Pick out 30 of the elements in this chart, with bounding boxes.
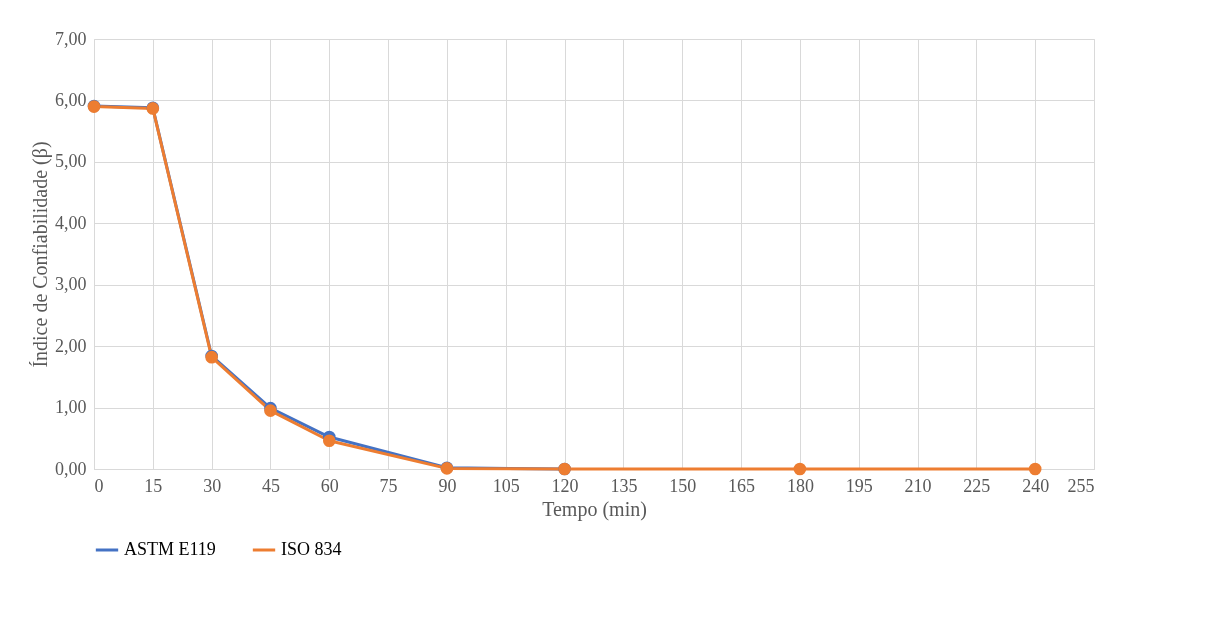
x-tick-label: 60 (320, 475, 339, 496)
x-tick-label: 135 (610, 475, 638, 496)
x-tick-label: 150 (669, 475, 697, 496)
y-tick-label: 7,00 (55, 28, 87, 49)
y-tick-label: 2,00 (55, 335, 87, 356)
y-tick-label: 5,00 (55, 151, 87, 172)
x-tick-label: 255 (1067, 475, 1095, 496)
x-tick-label: 45 (261, 475, 280, 496)
x-axis-title: Tempo (min) (542, 497, 647, 521)
legend-label: ASTM E119 (124, 539, 216, 559)
x-tick-label: 15 (144, 475, 163, 496)
x-tick-label: 240 (1022, 475, 1050, 496)
x-tick-label: 180 (786, 475, 814, 496)
y-tick-label: 4,00 (55, 212, 87, 233)
y-tick-label: 0,00 (55, 458, 87, 479)
y-tick-label: 6,00 (55, 89, 87, 110)
x-tick-label: 195 (845, 475, 873, 496)
x-tick-label: 75 (379, 475, 398, 496)
legend-label: ISO 834 (281, 539, 342, 559)
y-tick-label: 3,00 (55, 274, 87, 295)
x-tick-label: 120 (551, 475, 579, 496)
x-tick-label: 105 (492, 475, 520, 496)
x-tick-label: 90 (438, 475, 457, 496)
x-tick-label: 165 (728, 475, 756, 496)
x-tick-label: 210 (904, 475, 932, 496)
y-tick-label: 1,00 (55, 397, 87, 418)
x-tick-label: 225 (963, 475, 991, 496)
y-axis-title: Índice de Confiabilidade (β) (29, 141, 52, 368)
x-tick-label: 30 (203, 475, 222, 496)
x-tick-label: 0 (94, 475, 104, 496)
